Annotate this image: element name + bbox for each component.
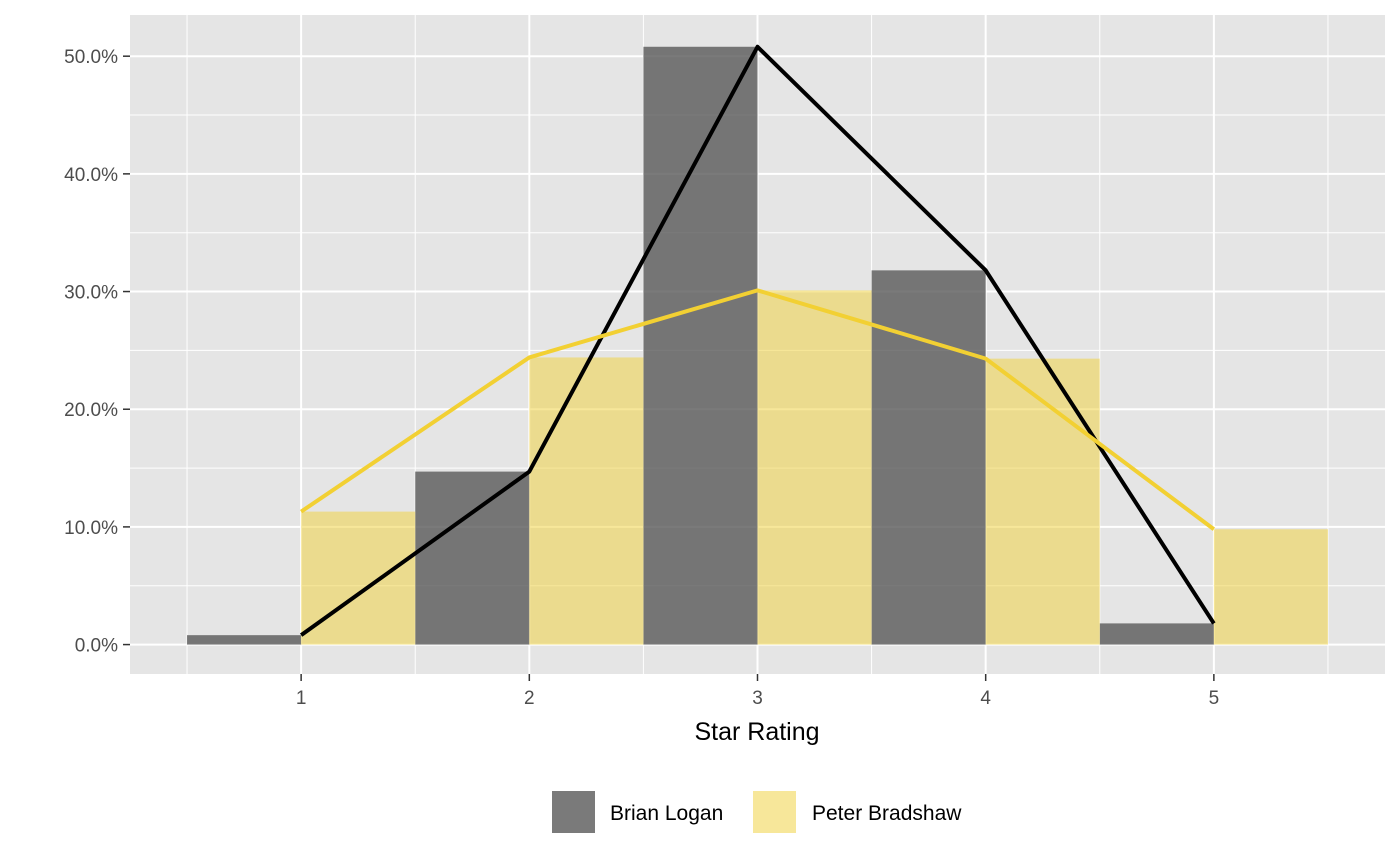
line-brian-logan xyxy=(299,44,1216,637)
series-lines xyxy=(299,44,1216,637)
line-peter-bradshaw xyxy=(300,288,1216,531)
bar-brian-logan-3 xyxy=(643,46,758,645)
bar-peter-bradshaw-2 xyxy=(529,357,644,645)
legend: Brian Logan Peter Bradshaw xyxy=(552,791,962,833)
y-tick-label: 40.0% xyxy=(64,165,118,186)
y-tick-label: 0.0% xyxy=(75,636,118,657)
legend-key-peter-bradshaw xyxy=(753,791,796,833)
bar-brian-logan-4 xyxy=(871,270,986,645)
legend-key-brian-logan xyxy=(552,791,595,833)
bar-brian-logan-2 xyxy=(415,471,530,645)
x-axis: 1 2 3 4 5 xyxy=(296,674,1219,709)
legend-label-brian-logan: Brian Logan xyxy=(610,802,723,825)
x-tick-label: 1 xyxy=(296,688,307,709)
legend-label-peter-bradshaw: Peter Bradshaw xyxy=(812,802,962,825)
x-tick-label: 3 xyxy=(752,688,763,709)
y-tick-label: 20.0% xyxy=(64,400,118,421)
x-tick-label: 2 xyxy=(524,688,535,709)
bar-peter-bradshaw-4 xyxy=(985,358,1100,645)
bars xyxy=(187,46,1328,645)
x-tick-label: 4 xyxy=(980,688,991,709)
y-tick-label: 50.0% xyxy=(64,47,118,68)
y-tick-label: 30.0% xyxy=(64,283,118,304)
x-axis-title: Star Rating xyxy=(694,718,819,746)
bar-peter-bradshaw-5 xyxy=(1213,529,1328,645)
y-axis: 0.0% 10.0% 20.0% 30.0% 40.0% 50.0% xyxy=(64,47,130,657)
bar-brian-logan-1 xyxy=(187,635,302,645)
bar-peter-bradshaw-3 xyxy=(757,290,872,645)
bar-brian-logan-5 xyxy=(1099,623,1214,645)
y-tick-label: 10.0% xyxy=(64,518,118,539)
x-tick-label: 5 xyxy=(1209,688,1220,709)
